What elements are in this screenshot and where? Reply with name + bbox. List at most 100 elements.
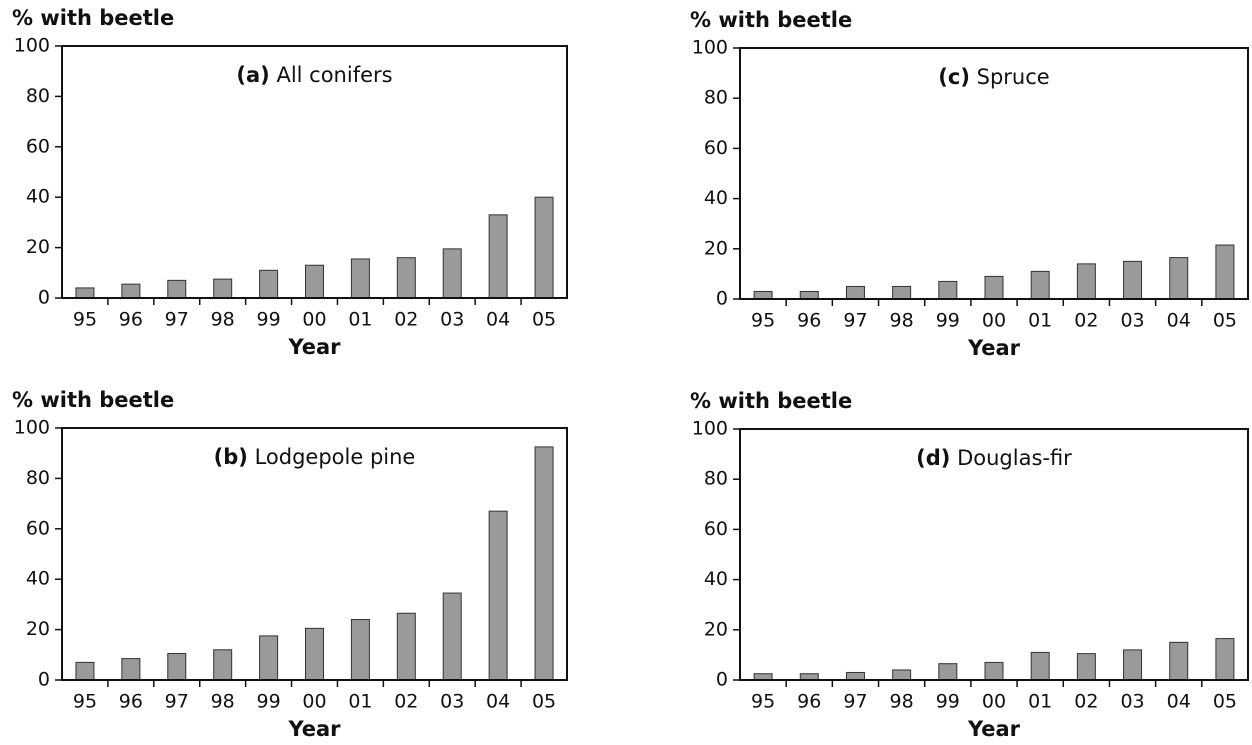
x-tick-label: 96: [119, 309, 143, 331]
panel-letter: (c): [938, 65, 970, 89]
bar: [305, 264, 324, 299]
panel-name: Douglas-fir: [957, 446, 1072, 470]
y-tick-label: 0: [716, 669, 728, 691]
x-tick-label: 03: [440, 691, 464, 713]
x-tick-label: 95: [751, 310, 775, 332]
panel-letter: (b): [214, 445, 248, 469]
y-tick-label: 60: [704, 137, 728, 159]
bar: [984, 661, 1004, 681]
x-tick-label: 02: [1074, 691, 1098, 713]
bar: [442, 592, 462, 681]
x-tick-label: 95: [73, 309, 97, 331]
y-tick-label: 0: [38, 287, 50, 309]
plot-frame: [739, 428, 1249, 681]
bar: [1169, 257, 1189, 300]
x-tick-label: 97: [843, 691, 867, 713]
bar: [75, 287, 95, 299]
bar: [1123, 260, 1143, 300]
bar: [213, 649, 233, 681]
x-tick-label: 97: [843, 310, 867, 332]
panel-title: (c) Spruce: [938, 65, 1049, 89]
x-tick-label: 99: [256, 309, 280, 331]
y-tick-label: 100: [14, 417, 50, 439]
x-tick-label: 99: [936, 310, 960, 332]
bar: [534, 446, 554, 681]
y-tick-label: 80: [704, 87, 728, 109]
y-tick-label: 40: [704, 187, 728, 209]
bar: [350, 619, 370, 681]
bar: [350, 258, 370, 299]
x-tick-label: 03: [440, 309, 464, 331]
x-tick-label: 00: [302, 691, 326, 713]
x-tick-label: 02: [1074, 310, 1098, 332]
x-axis-label: Year: [967, 336, 1021, 360]
panel-letter: (d): [916, 446, 950, 470]
plot-frame: [61, 427, 568, 681]
bar: [1123, 649, 1143, 681]
panel-title: (a) All conifers: [236, 63, 392, 87]
x-tick-label: 96: [119, 691, 143, 713]
x-tick-label: 98: [211, 309, 235, 331]
x-tick-label: 02: [394, 691, 418, 713]
panel-name: Lodgepole pine: [255, 445, 416, 469]
x-tick-label: 96: [797, 691, 821, 713]
y-axis-label: % with beetle: [690, 389, 852, 413]
panel-name: All conifers: [276, 63, 392, 87]
bar: [75, 661, 95, 681]
x-tick-label: 04: [1167, 310, 1191, 332]
x-tick-label: 05: [532, 309, 556, 331]
panel-name: Spruce: [977, 65, 1050, 89]
bar: [892, 669, 912, 681]
y-tick-label: 20: [704, 618, 728, 640]
bar: [845, 671, 865, 681]
y-tick-label: 60: [704, 518, 728, 540]
x-tick-label: 98: [890, 310, 914, 332]
x-axis-label: Year: [287, 717, 341, 741]
x-tick-label: 98: [890, 691, 914, 713]
y-tick-label: 80: [26, 85, 50, 107]
y-tick-label: 20: [26, 618, 50, 640]
x-tick-label: 05: [1213, 691, 1237, 713]
panel-letter: (a): [236, 63, 269, 87]
y-tick-label: 40: [26, 568, 50, 590]
bar: [1076, 653, 1096, 681]
x-tick-label: 01: [348, 309, 372, 331]
bar: [938, 280, 958, 300]
y-tick-label: 20: [704, 237, 728, 259]
bar: [167, 653, 187, 681]
y-tick-label: 100: [692, 37, 728, 59]
y-tick-label: 20: [26, 236, 50, 258]
bar: [753, 290, 773, 300]
x-axis-label: Year: [287, 335, 341, 359]
bar: [1215, 638, 1235, 681]
x-tick-label: 95: [751, 691, 775, 713]
x-tick-label: 04: [486, 309, 510, 331]
bar: [442, 248, 462, 299]
bar: [396, 612, 416, 681]
bar: [213, 278, 233, 299]
y-tick-label: 60: [26, 517, 50, 539]
y-tick-label: 80: [704, 468, 728, 490]
y-tick-label: 0: [716, 288, 728, 310]
bar: [799, 290, 819, 300]
bar: [1076, 263, 1096, 300]
bar: [1215, 244, 1235, 300]
bar: [1030, 651, 1050, 681]
panel-title: (b) Lodgepole pine: [214, 445, 416, 469]
bar: [259, 635, 279, 681]
x-tick-label: 04: [486, 691, 510, 713]
bar: [1030, 270, 1050, 300]
bar: [845, 285, 865, 300]
x-tick-label: 00: [982, 691, 1006, 713]
x-tick-label: 05: [1213, 310, 1237, 332]
x-tick-label: 00: [982, 310, 1006, 332]
x-tick-label: 03: [1120, 691, 1144, 713]
x-tick-label: 99: [936, 691, 960, 713]
y-axis-label: % with beetle: [690, 8, 852, 32]
x-tick-label: 01: [348, 691, 372, 713]
x-axis-label: Year: [967, 717, 1021, 741]
x-tick-label: 98: [211, 691, 235, 713]
bar: [305, 627, 324, 681]
